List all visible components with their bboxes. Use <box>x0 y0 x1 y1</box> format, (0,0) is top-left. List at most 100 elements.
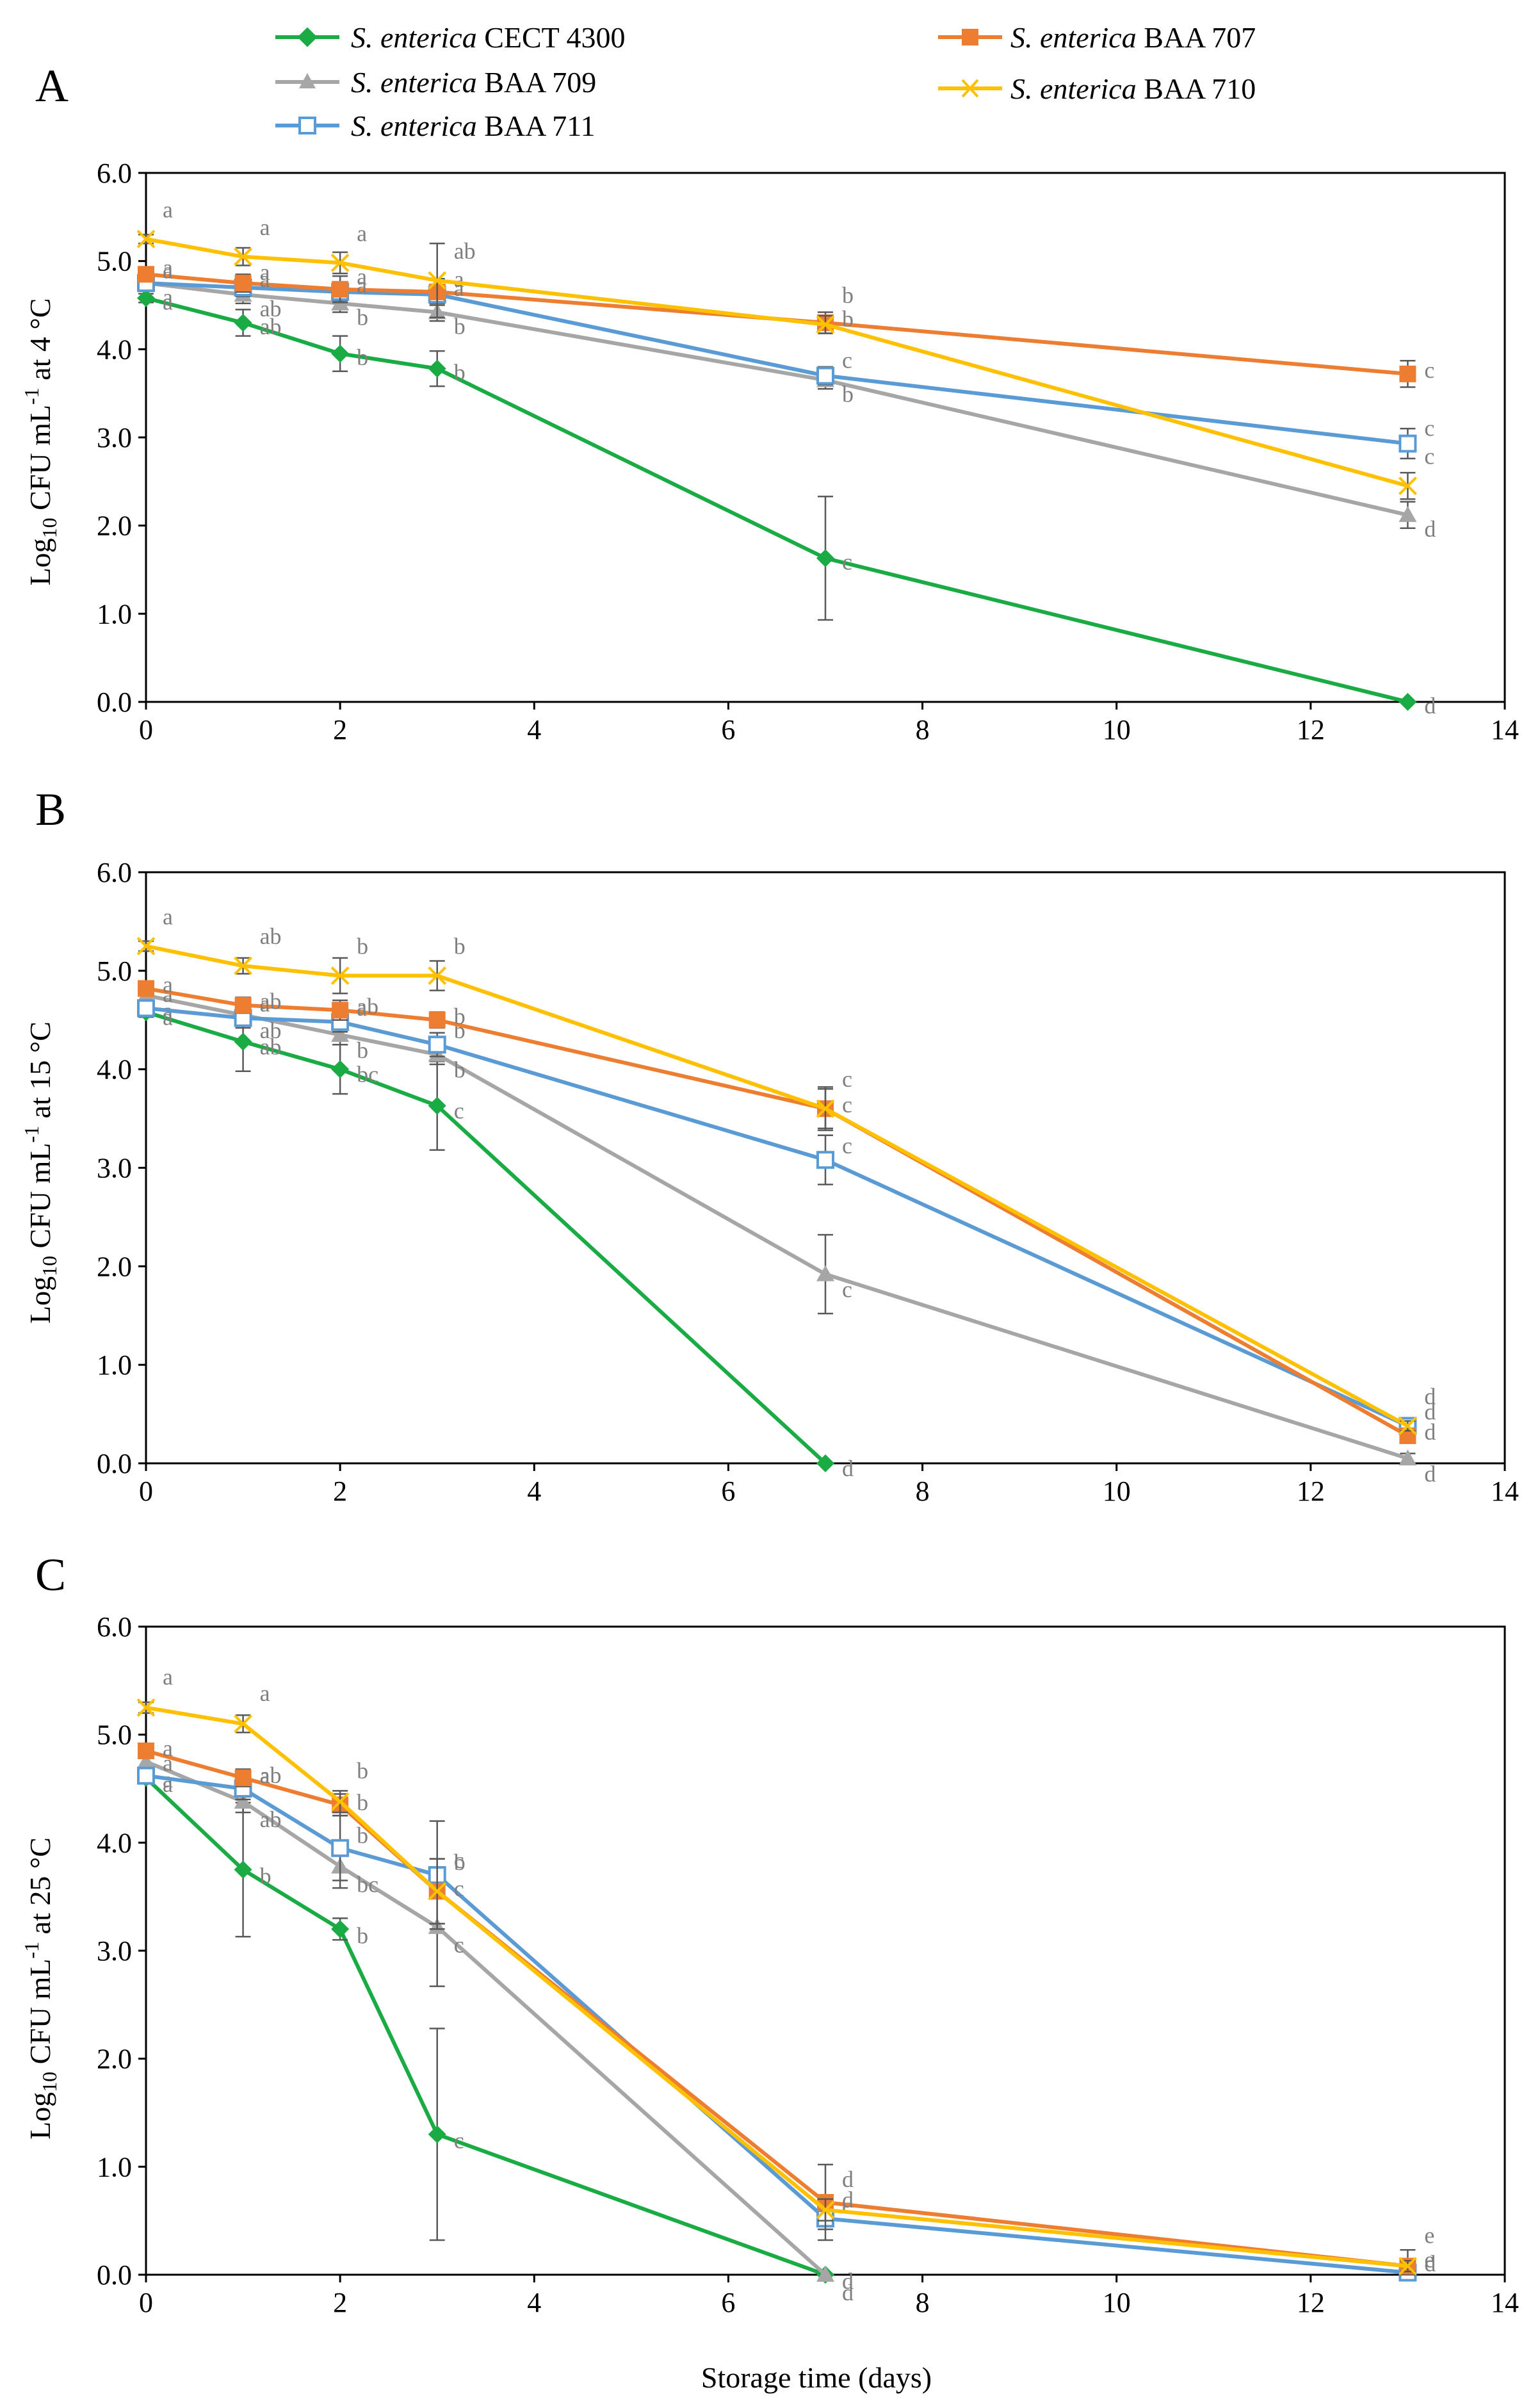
panel-a-significance-label-baa710: a <box>163 197 173 222</box>
panel-c-significance-label-baa711: e <box>1424 2247 1434 2273</box>
panel-b-point-cect4300 <box>234 1032 252 1051</box>
legend-marker-baa711 <box>298 117 316 134</box>
panel-c-significance-label-baa710: e <box>1424 2223 1434 2248</box>
panel-a-significance-label-baa709: b <box>357 305 368 330</box>
panel-c-point-baa710 <box>330 1792 350 1811</box>
panel-a-significance-label-baa707: a <box>454 275 464 301</box>
panel-b-significance-label-baa707: d <box>1424 1419 1436 1445</box>
legend-label-cect4300: S. enterica CECT 4300 <box>351 21 625 54</box>
panel-c-point-baa707 <box>138 1742 154 1759</box>
panel-a-significance-label-baa710: a <box>260 215 270 240</box>
panel-b-x-tick-label: 14 <box>1491 1475 1519 1507</box>
panel-a-significance-label-baa711: c <box>1424 416 1434 441</box>
panel-b-significance-label-baa709: b <box>357 1037 368 1063</box>
panel-a-significance-label-baa709: d <box>1424 516 1436 542</box>
panel-a-x-tick-label: 4 <box>527 714 541 745</box>
panel-b-x-tick-label: 12 <box>1297 1475 1325 1507</box>
panel-c-point-cect4300 <box>331 1920 350 1939</box>
panel-a-point-baa710 <box>428 271 447 290</box>
panel-c-point-baa711 <box>137 1766 155 1785</box>
panel-b-significance-label-baa711: a <box>260 991 270 1017</box>
panel-b-significance-label-cect4300: c <box>454 1098 464 1124</box>
panel-c-x-tick-label: 0 <box>139 2287 153 2318</box>
panel-b-significance-label-baa709: d <box>1424 1461 1436 1486</box>
legend-label-baa711: S. enterica BAA 711 <box>351 110 596 142</box>
panel-a-significance-label-cect4300: d <box>1424 693 1436 719</box>
panel-a-line-baa711 <box>145 281 1408 446</box>
panel-c-point-baa710 <box>1398 2257 1417 2275</box>
legend-label-baa707: S. enterica BAA 707 <box>1010 21 1256 54</box>
panel-a-significance-label-cect4300: ab <box>260 314 282 339</box>
panel-c-point-baa711 <box>331 1839 350 1857</box>
panel-c-significance-label-baa709: d <box>842 2280 854 2305</box>
panel-c-significance-label-baa707: b <box>357 1789 368 1815</box>
panel-b-significance-label-baa710: b <box>454 934 466 959</box>
legend: S. enterica CECT 4300 S. enterica BAA 70… <box>275 21 1256 142</box>
panel-b-significance-label-cect4300: bc <box>357 1062 378 1087</box>
panel-b-significance-label-baa707: b <box>454 1004 466 1029</box>
panel-b-x-tick-label: 2 <box>333 1475 347 1507</box>
panel-a-significance-label-baa711: a <box>260 259 270 285</box>
panel-b-line-baa709 <box>145 993 1409 1461</box>
legend-marker-cect4300 <box>297 27 318 47</box>
panel-b-point-baa709 <box>1398 1449 1417 1466</box>
panel-a-point-baa710 <box>234 247 252 266</box>
panel-a-significance-label-baa711: a <box>454 266 464 292</box>
panel-b-significance-label-baa709: ab <box>260 1018 282 1043</box>
panel-a-point-cect4300 <box>331 345 350 363</box>
panel-b-significance-label-baa707: a <box>163 972 173 998</box>
panel-a-point-baa710 <box>136 229 156 248</box>
panel-b-x-tick-label: 10 <box>1103 1475 1131 1507</box>
panel-c-point-baa707 <box>234 1769 252 1787</box>
panel-b-y-tick-label: 3.0 <box>97 1153 132 1184</box>
panel-b-significance-label-baa710: b <box>357 934 368 959</box>
panel-b-x-tick-label: 6 <box>721 1475 735 1507</box>
panel-b-point-baa710 <box>330 966 350 985</box>
panel-a-plot-frame <box>145 172 1506 703</box>
panel-c-significance-label-cect4300: c <box>454 2128 464 2154</box>
panel-b-x-tick-label: 8 <box>916 1475 930 1507</box>
panel-a-y-tick-label: 3.0 <box>97 422 132 453</box>
panel-c-significance-label-baa710: c <box>454 1848 464 1873</box>
panel-a-significance-label-baa707: b <box>842 306 854 332</box>
legend-entry-cect4300: S. enterica CECT 4300 <box>275 21 625 54</box>
panel-a-point-cect4300 <box>137 289 155 307</box>
panel-c-x-tick-label: 10 <box>1103 2287 1131 2318</box>
panel-a-point-baa710 <box>330 254 350 272</box>
panel-c-significance-label-baa707: d <box>842 2187 854 2213</box>
panel-c-significance-label-baa711: b <box>454 1849 466 1875</box>
panel-c-y-tick-label: 5.0 <box>97 1719 132 1751</box>
panel-b-point-cect4300 <box>428 1096 446 1115</box>
panel-b-significance-label-baa711: d <box>1424 1399 1436 1425</box>
panel-b-x-tick-label: 0 <box>139 1475 153 1507</box>
panel-c-line-baa711 <box>145 1773 1408 2275</box>
panel-b-y-tick-label: 0.0 <box>97 1448 132 1479</box>
panel-b-y-axis-title: Log10 CFU mL-1 at 15 °C <box>20 1021 61 1324</box>
panel-b-point-baa709 <box>816 1265 834 1281</box>
panel-a-significance-label-baa707: c <box>1424 357 1434 383</box>
panel-c-line-baa707 <box>145 1749 1408 2268</box>
panel-a-point-baa711 <box>816 366 834 385</box>
panel-c-point-cect4300 <box>234 1860 252 1879</box>
panel-c-x-tick-label: 2 <box>333 2287 347 2318</box>
panel-c-y-tick-label: 1.0 <box>97 2151 132 2182</box>
panel-b-y-tick-label: 5.0 <box>97 955 132 987</box>
panel-b-point-baa710 <box>1398 1417 1417 1435</box>
panel-a-line-baa709 <box>145 281 1409 517</box>
panel-b-point-baa707 <box>428 1011 446 1028</box>
panel-c-point-baa709 <box>137 1752 155 1769</box>
panel-a-point-baa707 <box>1399 365 1416 382</box>
panel-c-significance-label-cect4300: d <box>842 2268 854 2294</box>
panel-c-point-baa710 <box>428 1882 447 1901</box>
panel-b-point-baa710 <box>234 956 252 975</box>
panel-a-x-tick-label: 12 <box>1297 714 1325 745</box>
panel-b-point-baa707 <box>234 996 252 1014</box>
panel-c-x-tick-label: 12 <box>1297 2287 1325 2318</box>
panel-c-x-tick-label: 6 <box>721 2287 735 2318</box>
panel-a-line-baa707 <box>145 272 1408 376</box>
panel-a-letter: A <box>35 60 69 111</box>
panel-c-y-tick-label: 4.0 <box>97 1827 132 1858</box>
panel-a-significance-label-baa710: c <box>1424 444 1434 469</box>
panel-b-x-tick-label: 4 <box>527 1475 541 1507</box>
panel-a-point-cect4300 <box>1398 693 1417 711</box>
